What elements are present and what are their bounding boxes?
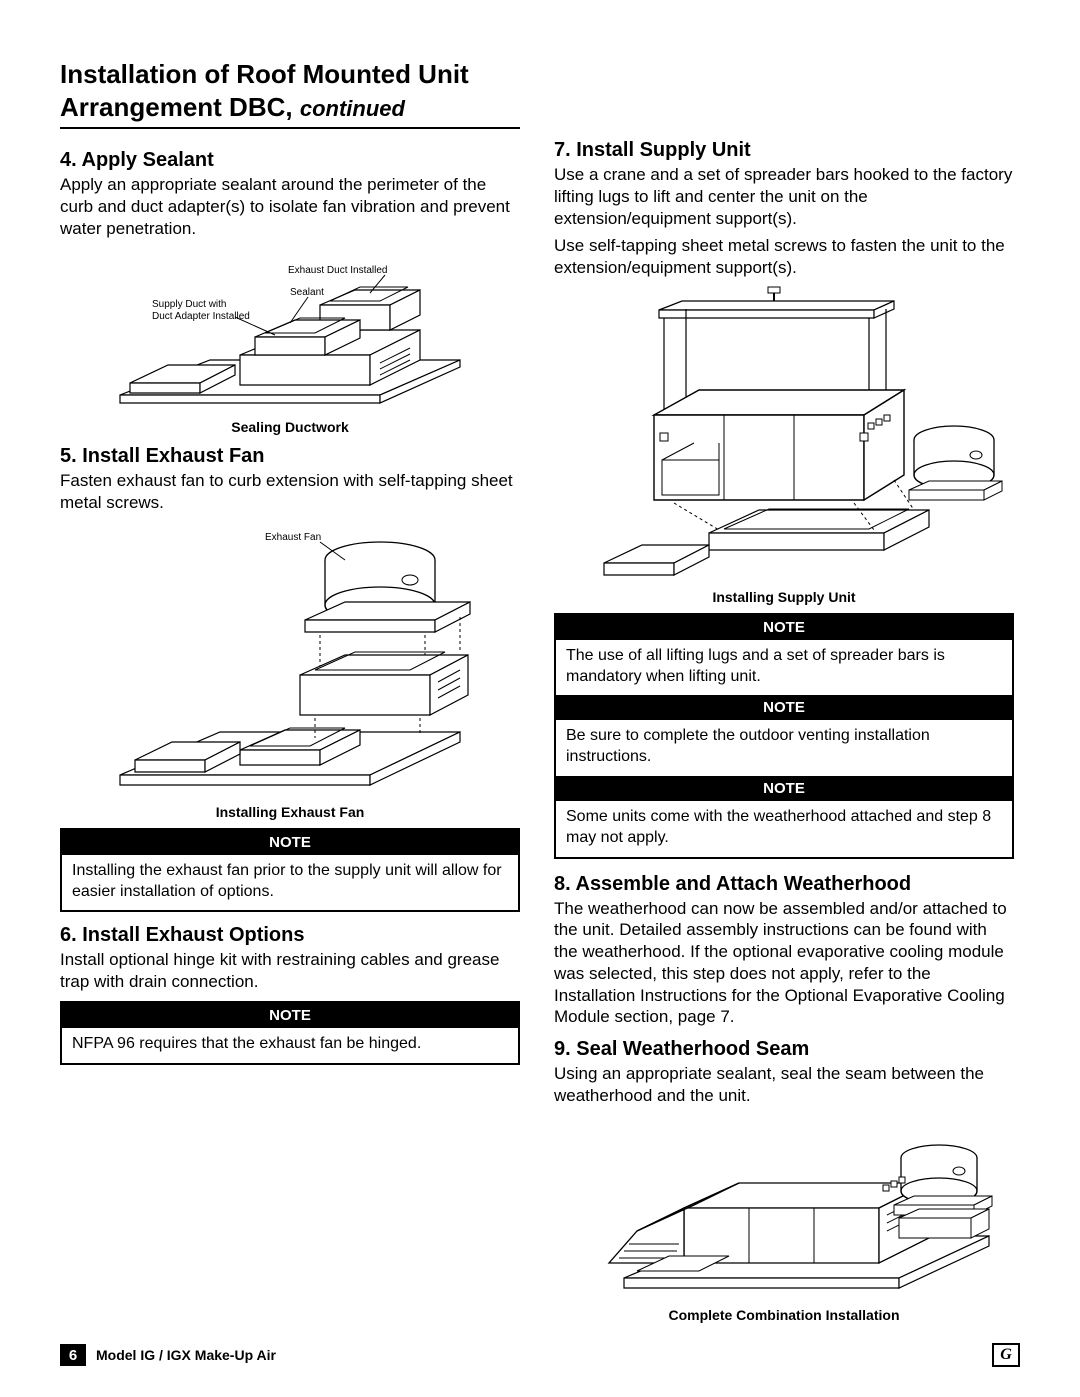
step9-body: Using an appropriate sealant, seal the s… [554, 1063, 1014, 1107]
page-title: Installation of Roof Mounted Unit Arrang… [60, 58, 520, 129]
figure-complete-combination: Complete Combination Installation [554, 1113, 1014, 1323]
step4-heading: 4. Apply Sealant [60, 149, 520, 172]
note2-body: NFPA 96 requires that the exhaust fan be… [62, 1028, 518, 1063]
left-column: 4. Apply Sealant Apply an appropriate se… [60, 139, 520, 1331]
step8-body: The weatherhood can now be assembled and… [554, 898, 1014, 1029]
note-box-1: NOTE Installing the exhaust fan prior to… [60, 828, 520, 913]
label-exhaust-fan: Exhaust Fan [265, 532, 321, 543]
two-column-layout: 4. Apply Sealant Apply an appropriate se… [60, 139, 1020, 1331]
step5-heading: 5. Install Exhaust Fan [60, 445, 520, 468]
fig-caption-supply-unit: Installing Supply Unit [712, 589, 855, 605]
step6-heading: 6. Install Exhaust Options [60, 924, 520, 947]
sealing-ductwork-diagram: Exhaust Duct Installed Sealant Supply Du… [90, 245, 490, 415]
label-exhaust-duct: Exhaust Duct Installed [288, 265, 388, 276]
stack-note2-header: NOTE [556, 776, 1012, 801]
step5-body: Fasten exhaust fan to curb extension wit… [60, 470, 520, 514]
label-supply-duct-2: Duct Adapter Installed [152, 311, 250, 322]
step8-heading: 8. Assemble and Attach Weatherhood [554, 873, 1014, 896]
step7-body1: Use a crane and a set of spreader bars h… [554, 164, 1014, 229]
figure-install-exhaust-fan: Exhaust Fan Installing Exhaust Fan [60, 520, 520, 820]
step7-body2: Use self-tapping sheet metal screws to f… [554, 235, 1014, 279]
stack-note2-body: Some units come with the weatherhood att… [556, 801, 1012, 857]
note1-body: Installing the exhaust fan prior to the … [62, 855, 518, 911]
right-column: 7. Install Supply Unit Use a crane and a… [554, 139, 1014, 1331]
stack-note1-body: Be sure to complete the outdoor venting … [556, 720, 1012, 776]
footer-model: Model IG / IGX Make-Up Air [96, 1347, 276, 1363]
step9-heading: 9. Seal Weatherhood Seam [554, 1038, 1014, 1061]
step7-heading: 7. Install Supply Unit [554, 139, 1014, 162]
figure-install-supply-unit: Installing Supply Unit [554, 285, 1014, 605]
stack-note0-body: The use of all lifting lugs and a set of… [556, 640, 1012, 696]
footer-left: 6 Model IG / IGX Make-Up Air [60, 1344, 276, 1366]
note1-header: NOTE [62, 830, 518, 855]
page-number: 6 [60, 1344, 86, 1366]
stack-note0-header: NOTE [556, 615, 1012, 640]
brand-logo-icon: G [992, 1343, 1020, 1367]
fig-caption-exhaust-fan: Installing Exhaust Fan [216, 804, 365, 820]
title-continued: continued [300, 96, 405, 121]
note-stack: NOTE The use of all lifting lugs and a s… [554, 613, 1014, 859]
step4-body: Apply an appropriate sealant around the … [60, 174, 520, 239]
complete-combination-diagram [569, 1113, 999, 1303]
step6-body: Install optional hinge kit with restrain… [60, 949, 520, 993]
exhaust-fan-diagram: Exhaust Fan [90, 520, 490, 800]
fig-caption-sealing: Sealing Ductwork [231, 419, 348, 435]
label-supply-duct-1: Supply Duct with [152, 299, 226, 310]
title-line2a: Arrangement DBC, [60, 92, 300, 122]
fig-caption-complete: Complete Combination Installation [668, 1307, 899, 1323]
note-box-2: NOTE NFPA 96 requires that the exhaust f… [60, 1001, 520, 1065]
page-footer: 6 Model IG / IGX Make-Up Air G [60, 1343, 1020, 1367]
title-line1: Installation of Roof Mounted Unit [60, 59, 469, 89]
label-sealant: Sealant [290, 287, 324, 298]
figure-sealing-ductwork: Exhaust Duct Installed Sealant Supply Du… [60, 245, 520, 435]
note2-header: NOTE [62, 1003, 518, 1028]
stack-note1-header: NOTE [556, 695, 1012, 720]
supply-unit-diagram [564, 285, 1004, 585]
